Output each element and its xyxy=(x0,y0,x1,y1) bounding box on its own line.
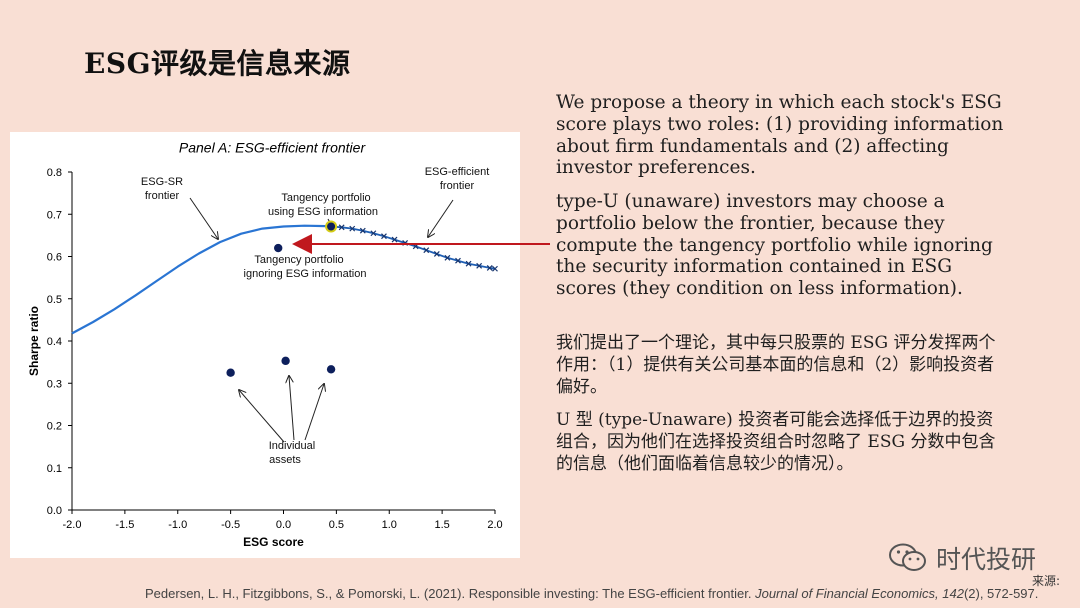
frontier-marker xyxy=(465,260,472,267)
y-tick-label: 0.2 xyxy=(47,421,62,433)
x-tick-label: -0.5 xyxy=(221,519,240,531)
citation-journal: Journal of Financial Economics xyxy=(755,586,936,601)
y-tick-label: 0.5 xyxy=(47,294,62,306)
wechat-icon xyxy=(889,543,926,571)
y-tick-label: 0.4 xyxy=(47,336,62,348)
watermark-text: 时代投研 xyxy=(936,545,1037,574)
y-tick-label: 0.8 xyxy=(47,167,62,179)
annotation-arrow xyxy=(239,390,285,443)
series-line-0 xyxy=(71,224,332,335)
tangency-using-label: Tangency portfolio xyxy=(281,192,370,204)
y-tick-label: 0.6 xyxy=(47,252,62,264)
frontier-marker xyxy=(381,233,387,240)
annotation-arrow xyxy=(428,199,454,237)
frontier-marker xyxy=(486,264,493,271)
panel-title: Panel A: ESG-efficient frontier xyxy=(179,139,367,155)
tangency-ignoring-label: Tangency portfolio xyxy=(254,254,343,266)
frontier-marker xyxy=(444,254,451,261)
y-tick-label: 0.3 xyxy=(47,378,62,390)
tangency-ignoring-point xyxy=(274,243,283,253)
annotation-arrow xyxy=(289,376,295,441)
y-tick-label: 0.1 xyxy=(47,463,62,475)
tangency-using-label-2: using ESG information xyxy=(268,206,378,218)
x-tick-label: -1.0 xyxy=(168,519,187,531)
frontier-marker xyxy=(433,251,440,257)
citation: Pedersen, L. H., Fitzgibbons, S., & Pomo… xyxy=(145,586,1038,601)
frontier-marker xyxy=(492,265,498,272)
paragraph-type-u-zh: U 型 (type-Unaware) 投资者可能会选择低于边界的投资组合，因为他… xyxy=(556,410,996,474)
y-axis-label: Sharpe ratio xyxy=(27,306,41,376)
x-tick-label: 0.0 xyxy=(276,519,291,531)
esg-sr-label-2: frontier xyxy=(145,190,180,202)
x-tick-label: 1.0 xyxy=(382,519,397,531)
x-tick-label: 0.5 xyxy=(329,519,344,531)
frontier-marker xyxy=(359,227,366,234)
tangency-esg-point xyxy=(325,220,338,233)
frontier-marker xyxy=(455,257,461,264)
sharpe-ratio-chart: Panel A: ESG-efficient frontier -2.0 -1.5… xyxy=(27,139,503,549)
esg-efficient-label: ESG-efficient xyxy=(425,166,490,178)
citation-volume: , 142 xyxy=(935,586,964,601)
watermark: 时代投研 xyxy=(888,540,1036,576)
annotation-arrow xyxy=(304,384,324,441)
esg-sr-label: ESG-SR xyxy=(141,176,183,188)
y-tick-label: 0.7 xyxy=(47,209,62,221)
esg-efficient-label-2: frontier xyxy=(440,180,475,192)
frontier-marker xyxy=(476,262,483,269)
y-tick-label: 0.0 xyxy=(47,505,62,517)
citation-pages: (2), 572-597. xyxy=(963,586,1039,601)
individual-assets-label-2: assets xyxy=(269,454,301,466)
paragraph-theory-zh: 我们提出了一个理论，其中每只股票的 ESG 评分发挥两个作用：（1）提供有关公司… xyxy=(556,333,996,397)
frontier-marker xyxy=(349,225,356,232)
x-tick-label: -1.5 xyxy=(115,519,134,531)
individual-asset-point xyxy=(281,356,290,366)
individual-asset-point xyxy=(226,368,235,377)
individual-asset-point xyxy=(326,365,336,374)
frontier-marker xyxy=(370,230,377,237)
paragraph-type-u-en: type-U (unaware) investors may choose a … xyxy=(556,191,993,300)
x-tick-label: -2.0 xyxy=(63,519,82,531)
chart-panel: Panel A: ESG-efficient frontier -2.0 -1.5… xyxy=(10,132,520,558)
x-tick-label: 2.0 xyxy=(487,519,502,531)
paragraph-theory-en: We propose a theory in which each stock'… xyxy=(556,92,1004,179)
frontier-marker xyxy=(391,236,398,243)
annotation-arrow xyxy=(189,197,218,239)
frontier-marker xyxy=(423,247,430,254)
x-axis-label: ESG score xyxy=(243,535,304,549)
frontier-marker xyxy=(338,224,345,231)
tangency-ignoring-label-2: ignoring ESG information xyxy=(244,268,367,280)
x-tick-label: 1.5 xyxy=(434,519,449,531)
page-title: ESG评级是信息来源 xyxy=(84,47,351,80)
citation-authors: Pedersen, L. H., Fitzgibbons, S., & Pomo… xyxy=(145,586,756,601)
source-label: 来源: xyxy=(1032,574,1061,588)
individual-assets-label: Individual xyxy=(269,440,315,452)
